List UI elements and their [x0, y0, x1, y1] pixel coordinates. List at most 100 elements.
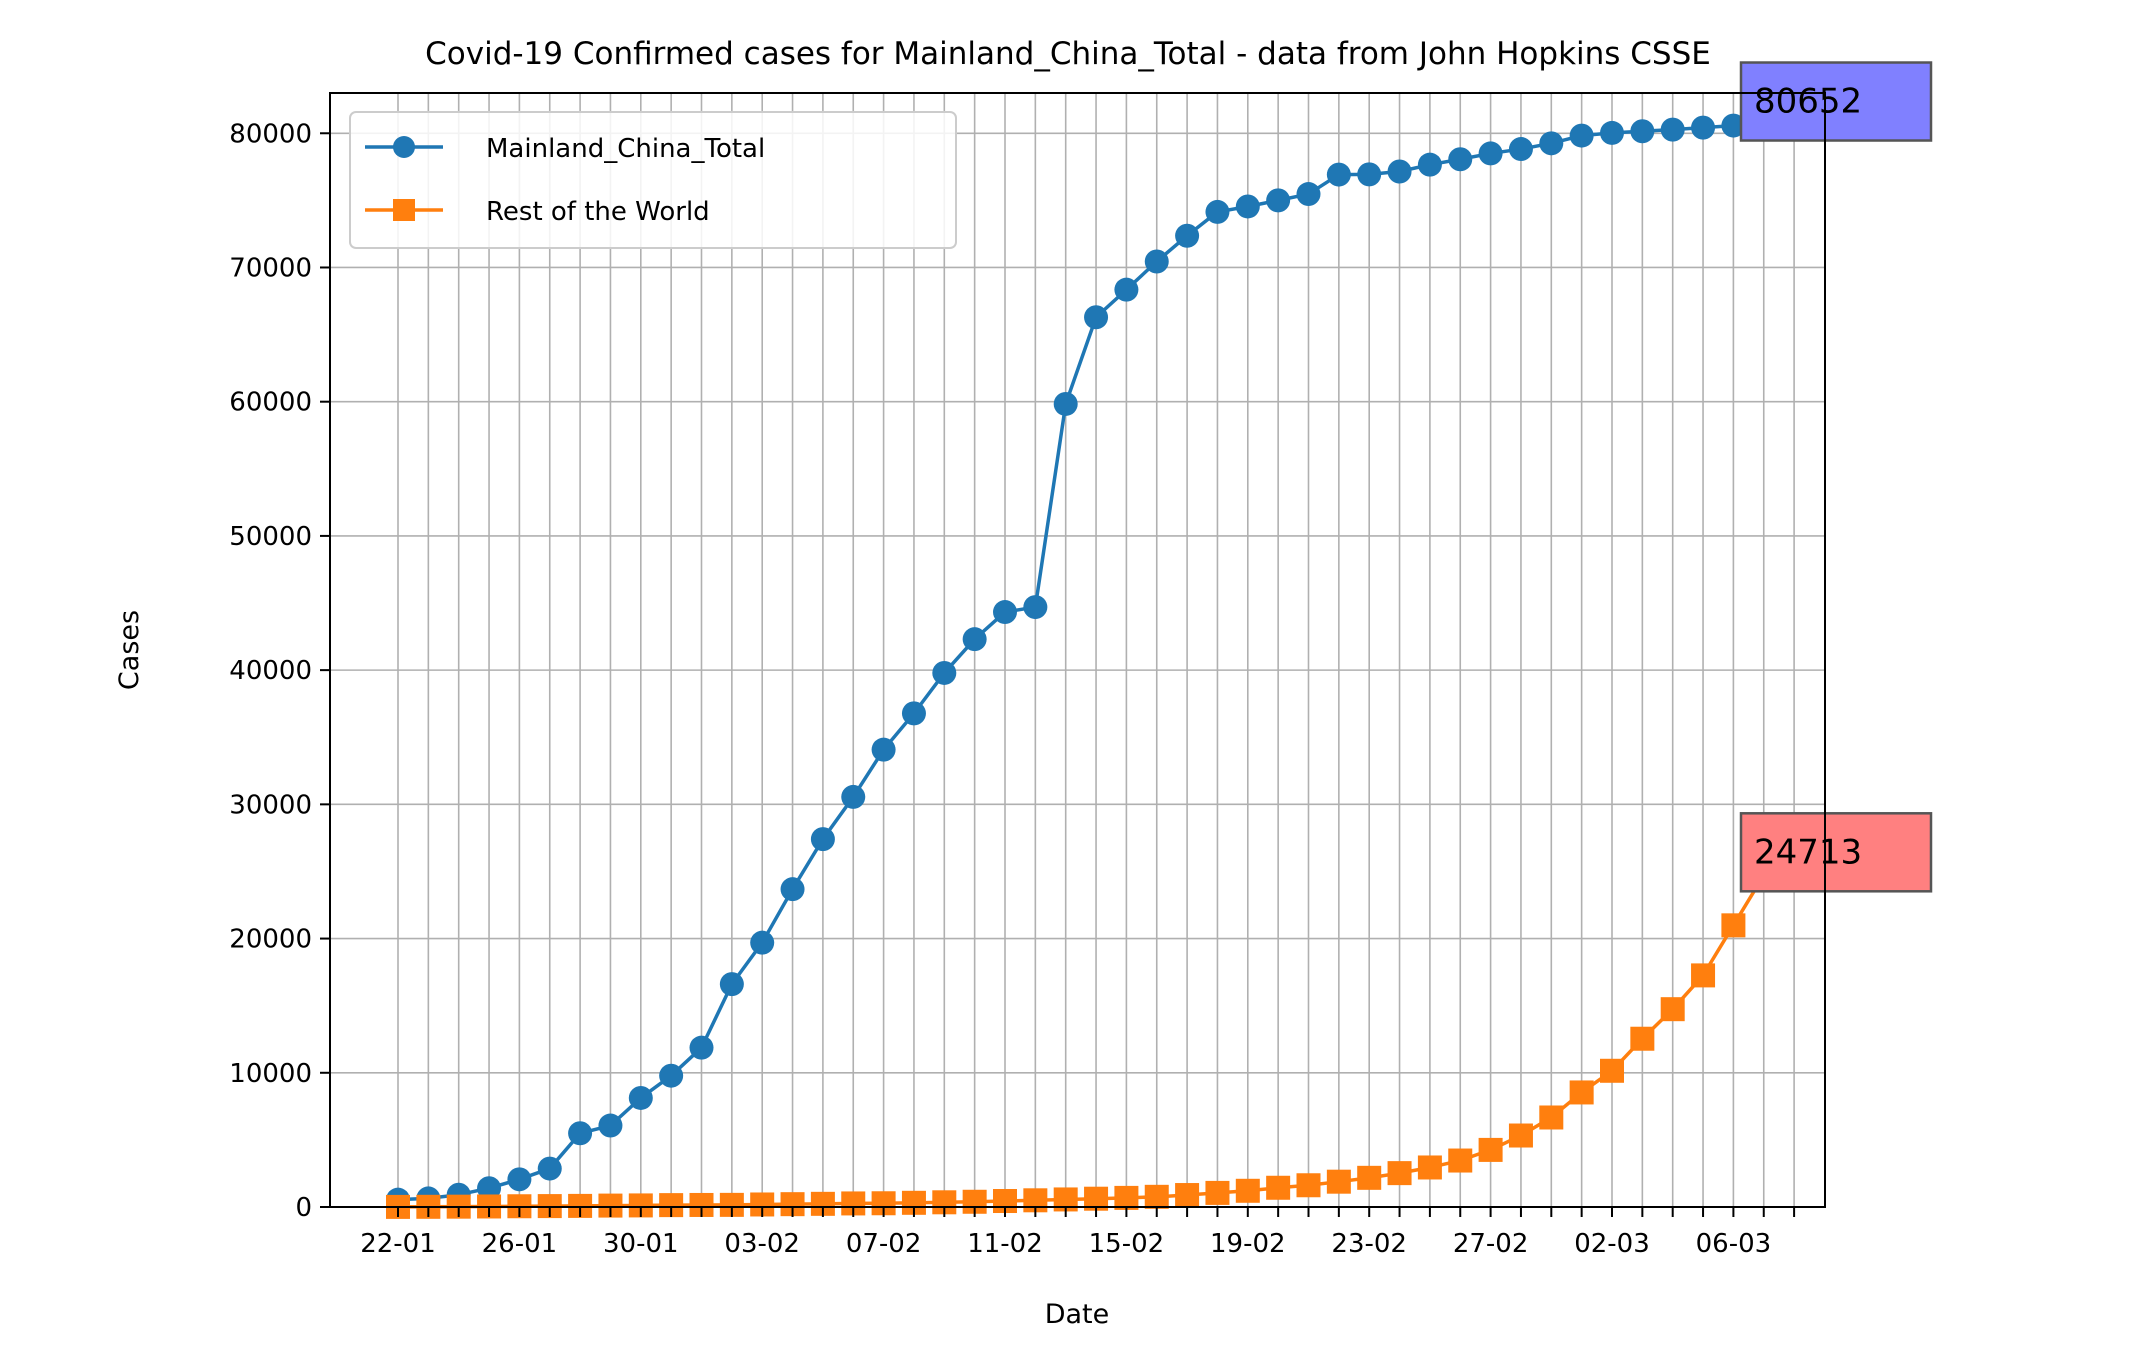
data-point: [1478, 141, 1503, 166]
x-tick-label: 06-03: [1696, 1229, 1772, 1259]
y-tick-label: 30000: [229, 790, 312, 820]
data-point: [1721, 113, 1746, 138]
data-point: [1266, 188, 1291, 213]
data-point: [1144, 1184, 1169, 1209]
data-point: [1508, 1123, 1533, 1148]
legend-label-world: Rest of the World: [486, 197, 710, 227]
data-point: [659, 1063, 684, 1088]
x-tick-label: 11-02: [967, 1229, 1043, 1259]
data-point: [537, 1156, 562, 1181]
data-point: [1205, 1180, 1230, 1205]
x-tick-label: 27-02: [1453, 1229, 1529, 1259]
data-point: [780, 877, 805, 902]
data-point: [1326, 1169, 1351, 1194]
data-point: [1144, 249, 1169, 274]
data-point: [1296, 182, 1321, 207]
data-point: [719, 972, 744, 997]
data-point: [568, 1121, 593, 1146]
y-tick-label: 20000: [229, 925, 312, 955]
data-point: [1660, 117, 1685, 142]
data-point: [962, 627, 987, 652]
legend-label-china: Mainland_China_Total: [486, 134, 765, 164]
annotation-box: [1739, 61, 1933, 142]
data-point: [1630, 1026, 1655, 1051]
data-point: [1235, 194, 1260, 219]
y-tick-label: 10000: [229, 1059, 312, 1089]
legend: Mainland_China_Total Rest of the World: [349, 111, 957, 249]
data-point: [810, 827, 835, 852]
data-point: [1630, 119, 1655, 144]
data-point: [1387, 1161, 1412, 1186]
data-point: [901, 701, 926, 726]
y-tick-label: 50000: [229, 522, 312, 552]
data-point: [628, 1085, 653, 1110]
y-tick-label: 0: [295, 1193, 312, 1223]
x-tick-label: 23-02: [1331, 1229, 1407, 1259]
data-point: [1569, 1080, 1594, 1105]
data-point: [1417, 152, 1442, 177]
data-point: [1569, 123, 1594, 148]
legend-frame: [349, 111, 957, 249]
data-point: [1357, 162, 1382, 187]
x-tick-label: 02-03: [1574, 1229, 1650, 1259]
data-point: [1660, 997, 1685, 1022]
data-point: [871, 737, 896, 762]
x-tick-label: 30-01: [603, 1229, 679, 1259]
data-point: [1053, 391, 1078, 416]
data-point: [598, 1113, 623, 1138]
legend-marker-world: [393, 199, 415, 221]
data-point: [1266, 1175, 1291, 1200]
data-point: [1326, 162, 1351, 187]
data-point: [1235, 1178, 1260, 1203]
data-point: [1539, 1105, 1564, 1130]
data-point: [1600, 1058, 1624, 1083]
data-point: [1478, 1137, 1503, 1162]
data-point: [507, 1167, 532, 1192]
chart-title: Covid-19 Confirmed cases for Mainland_Ch…: [425, 36, 1711, 72]
data-point: [1448, 1148, 1473, 1173]
annotations: 80652 24713: [1739, 61, 1933, 893]
y-axis: 0 10000 20000 30000 40000 50000 60000 70000 8000…: [229, 119, 330, 1223]
data-point: [750, 930, 775, 955]
x-tick-label: 19-02: [1210, 1229, 1286, 1259]
annotation-label: 80652: [1754, 82, 1862, 122]
data-point: [1721, 913, 1746, 938]
data-point: [1175, 1183, 1200, 1208]
data-point: [841, 784, 866, 809]
y-tick-label: 70000: [229, 253, 312, 283]
data-point: [1114, 1185, 1139, 1210]
data-point: [993, 600, 1017, 625]
data-point: [1691, 115, 1716, 140]
y-axis-label: Cases: [114, 610, 145, 690]
x-tick-label: 07-02: [846, 1229, 922, 1259]
x-tick-label: 15-02: [1089, 1229, 1165, 1259]
data-point: [1175, 223, 1200, 248]
data-point: [1084, 305, 1109, 330]
data-point: [1448, 147, 1473, 172]
data-point: [1539, 131, 1564, 156]
data-point: [689, 1035, 714, 1060]
data-point: [1357, 1165, 1382, 1190]
x-tick-label: 22-01: [360, 1229, 436, 1259]
plot-frame: [329, 92, 1826, 1208]
data-point: [477, 1176, 502, 1201]
data-point: [1600, 120, 1624, 145]
data-point: [1023, 595, 1048, 620]
data-point: [1387, 159, 1412, 184]
y-tick-label: 60000: [229, 388, 312, 418]
data-point: [1296, 1173, 1321, 1198]
x-tick-label: 03-02: [724, 1229, 800, 1259]
data-point: [932, 660, 957, 685]
annotation-box: [1739, 812, 1933, 893]
data-point: [1205, 199, 1230, 224]
y-tick-label: 80000: [229, 119, 312, 149]
legend-marker-china: [393, 136, 415, 158]
annotation-label: 24713: [1754, 832, 1862, 872]
data-point: [1417, 1155, 1442, 1180]
x-axis: 22-01 26-01 30-01 03-02 07-02 11-02 15-02 19-02…: [360, 1207, 1796, 1259]
x-tick-label: 26-01: [482, 1229, 558, 1259]
y-tick-label: 40000: [229, 656, 312, 686]
data-point: [1508, 137, 1533, 162]
